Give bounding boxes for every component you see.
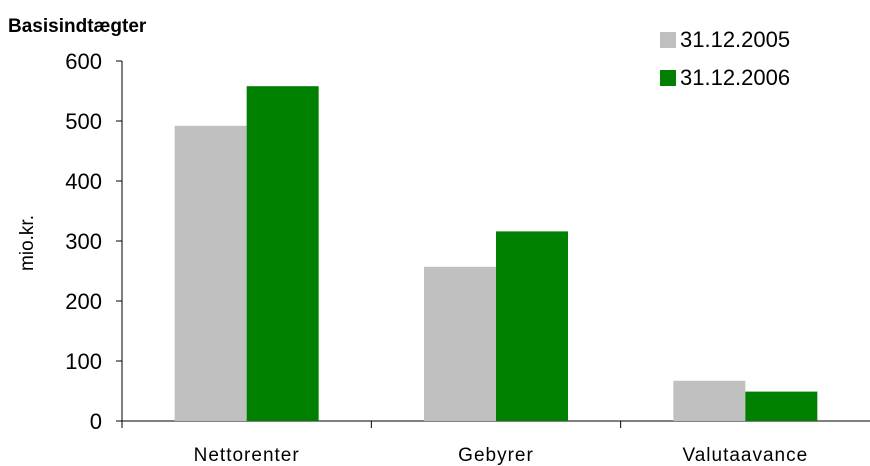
y-tick-label: 400: [65, 169, 102, 194]
axes: 0 100 200 300 400 500 600 Nettorenter Gebyrer Val…: [65, 49, 870, 466]
y-tick-label: 600: [65, 49, 102, 74]
chart-title: Basisindtægter: [8, 16, 147, 37]
bar: [745, 391, 818, 421]
bar: [673, 380, 746, 421]
legend-label: 31.12.2006: [680, 65, 790, 90]
x-tick-label: Valutaavance: [682, 445, 808, 466]
y-tick-label: 500: [65, 109, 102, 134]
y-tick-label: 0: [90, 409, 102, 434]
bar: [174, 125, 247, 422]
legend-swatch: [660, 32, 676, 48]
y-tick-label: 200: [65, 289, 102, 314]
bar: [424, 266, 496, 421]
legend: 31.12.2005 31.12.2006: [660, 27, 790, 90]
bar: [496, 231, 568, 421]
y-tick-label: 100: [65, 349, 102, 374]
x-tick-label: Gebyrer: [458, 445, 534, 466]
y-axis-label: mio.kr.: [17, 215, 38, 271]
legend-swatch: [660, 70, 676, 86]
bars: [174, 86, 818, 422]
legend-label: 31.12.2005: [680, 27, 790, 52]
y-tick-label: 300: [65, 229, 102, 254]
x-tick-label: Nettorenter: [194, 445, 300, 466]
bar: [246, 86, 319, 421]
